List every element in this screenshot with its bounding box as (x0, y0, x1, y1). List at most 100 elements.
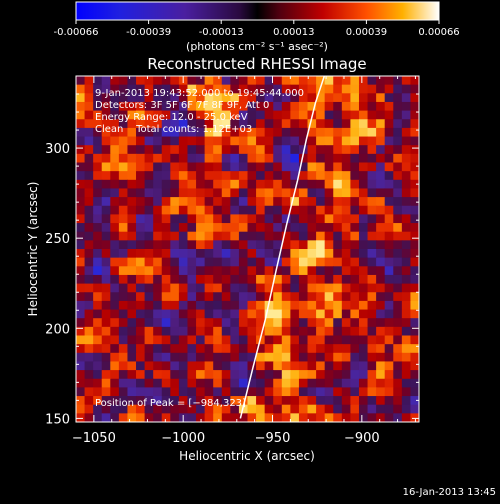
heatmap-cell (281, 335, 291, 345)
heatmap-cell (84, 274, 94, 285)
heatmap-cell (281, 162, 291, 172)
heatmap-cell (307, 283, 317, 293)
heatmap-cell (136, 404, 146, 414)
heatmap-cell (281, 153, 291, 164)
heatmap-cell (204, 101, 214, 112)
heatmap-cell (196, 257, 206, 267)
heatmap-cell (84, 93, 94, 103)
heatmap-cell (358, 153, 369, 164)
heatmap-cell (358, 387, 369, 397)
heatmap-cell (290, 76, 300, 86)
colorbar-tick-label: 0.00013 (273, 27, 314, 38)
heatmap-cell (230, 101, 240, 112)
heatmap-cell (401, 352, 412, 363)
heatmap-cell (316, 119, 326, 129)
heatmap-cell (273, 136, 283, 146)
heatmap-cell (178, 300, 189, 311)
heatmap-cell (93, 274, 103, 285)
heatmap-cell (221, 344, 231, 354)
heatmap-cell (358, 188, 369, 198)
heatmap-cell (170, 136, 180, 146)
heatmap-cell (401, 249, 412, 259)
heatmap-cell (281, 188, 291, 198)
heatmap-cell (384, 283, 394, 293)
heatmap-cell (256, 145, 266, 155)
heatmap-cell (230, 378, 240, 388)
heatmap-cell (401, 110, 412, 120)
heatmap-cell (393, 266, 403, 276)
heatmap-cell (93, 352, 103, 363)
heatmap-cell (393, 292, 403, 302)
heatmap-cell (127, 127, 137, 138)
heatmap-cell (367, 404, 377, 414)
heatmap-cell (350, 266, 360, 276)
heatmap-cell (350, 378, 360, 388)
annotation-time-range: 9-Jan-2013 19:43:52.000 to 19:45:44.000 (95, 88, 304, 99)
heatmap-cell (324, 197, 334, 207)
heatmap-cell (410, 240, 419, 250)
heatmap-cell (247, 361, 257, 371)
heatmap-cell (204, 84, 214, 94)
heatmap-cell (333, 171, 343, 181)
heatmap-cell (393, 378, 403, 388)
heatmap-cell (358, 205, 369, 215)
heatmap-cell (384, 300, 394, 311)
heatmap-cell (324, 127, 334, 138)
heatmap-cell (101, 101, 111, 112)
heatmap-cell (213, 344, 223, 354)
heatmap-cell (136, 119, 146, 129)
heatmap-cell (316, 127, 326, 138)
heatmap-cell (170, 413, 180, 422)
heatmap-cell (213, 119, 223, 129)
heatmap-cell (196, 223, 206, 233)
heatmap-cell (76, 240, 86, 250)
heatmap-cell (376, 387, 386, 397)
heatmap-cell (221, 309, 231, 319)
heatmap-cell (367, 292, 377, 302)
heatmap-cell (384, 84, 394, 94)
heatmap-cell (324, 214, 334, 224)
heatmap-cell (264, 378, 274, 388)
heatmap-cell (401, 344, 412, 354)
heatmap-cell (230, 361, 240, 371)
heatmap-cell (393, 93, 403, 103)
heatmap-cell (393, 188, 403, 198)
heatmap-cell (238, 335, 249, 345)
heatmap-cell (341, 283, 351, 293)
heatmap-cell (264, 188, 274, 198)
heatmap-cell (110, 84, 120, 94)
heatmap-cell (324, 344, 334, 354)
heatmap-cell (384, 335, 394, 345)
heatmap-cell (367, 136, 377, 146)
heatmap-cell (136, 101, 146, 112)
heatmap-cell (281, 257, 291, 267)
heatmap-cell (333, 127, 343, 138)
heatmap-cell (76, 84, 86, 94)
heatmap-cell (341, 93, 351, 103)
heatmap-cell (290, 110, 300, 120)
heatmap-cell (230, 93, 240, 103)
heatmap-cell (333, 283, 343, 293)
heatmap-cell (118, 387, 129, 397)
heatmap-cell (401, 214, 412, 224)
heatmap-cell (153, 197, 163, 207)
heatmap-cell (136, 127, 146, 138)
heatmap-cell (230, 214, 240, 224)
heatmap-cell (307, 335, 317, 345)
x-tick-label: −1050 (72, 431, 116, 446)
heatmap-cell (281, 179, 291, 190)
heatmap-cell (324, 318, 334, 328)
heatmap-cell (213, 179, 223, 190)
heatmap-cell (187, 205, 197, 215)
heatmap-cell (281, 231, 291, 241)
heatmap-cell (256, 231, 266, 241)
heatmap-cell (298, 326, 309, 337)
heatmap-cell (333, 136, 343, 146)
heatmap-cell (127, 145, 137, 155)
heatmap-cell (118, 344, 129, 354)
heatmap-cell (153, 361, 163, 371)
heatmap-cell (84, 413, 94, 422)
heatmap-cell (290, 145, 300, 155)
heatmap-cell (281, 283, 291, 293)
heatmap-cell (221, 300, 231, 311)
